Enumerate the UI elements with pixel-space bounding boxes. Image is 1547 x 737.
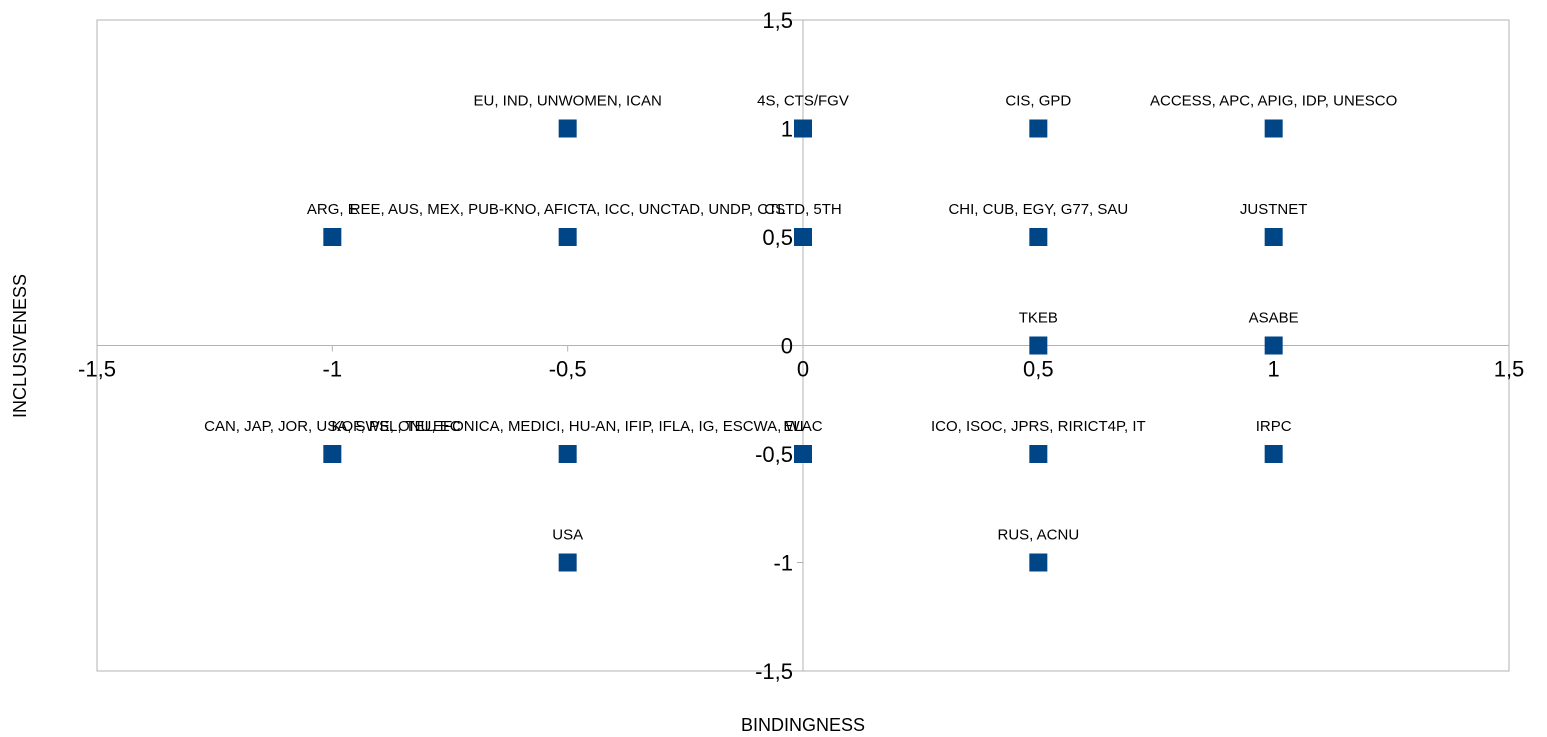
data-point-marker [1264,119,1283,138]
y-tick-label: -0,5 [755,442,793,467]
x-axis-title: BINDINGNESS [741,715,865,735]
data-point-marker [323,228,342,246]
data-point-label: USA [552,527,583,544]
data-point-label: ASABE [1249,310,1299,327]
data-point-marker [558,553,577,572]
data-point-label: JUSTNET [1240,201,1308,218]
data-point-label: ELAC [783,418,822,435]
tick-labels: -1,5 -1 -0,5 0 0,5 1 1,5 1,5 1 0,5 0 -0,5 -1 -1,5 [78,8,1524,684]
x-tick-label: 1 [1268,357,1280,382]
data-point-label: ARG, E [307,201,358,218]
data-point-label: KOF, PSL, TELEFONICA, MEDICI, HU-AN, IFI… [332,418,804,435]
data-points [323,119,1283,572]
data-point-label: CSTD, 5TH [764,201,842,218]
data-point-marker [794,119,812,138]
data-point-marker [323,445,342,463]
data-point-marker [1264,336,1283,355]
data-point-marker [558,445,577,463]
data-point-marker [558,119,577,138]
data-point-marker [1264,445,1283,463]
data-point-label: REE, AUS, MEX, PUB-KNO, AFICTA, ICC, UNC… [350,201,786,218]
data-point-marker [1029,553,1048,572]
data-point-label: 4S, CTS/FGV [757,93,849,110]
data-point-marker [1264,228,1283,246]
data-point-marker [794,228,812,246]
data-point-marker [1029,119,1048,138]
data-point-label: TKEB [1019,310,1058,327]
data-point-label: CAN, JAP, JOR, USA, SWE, ONU, EC [204,418,461,435]
data-point-label: EU, IND, UNWOMEN, ICAN [473,93,661,110]
x-tick-label: 1,5 [1494,357,1525,382]
x-tick-label: -1,5 [78,357,116,382]
axes [96,19,1510,672]
data-point-marker [1029,445,1048,463]
point-labels: EU, IND, UNWOMEN, ICAN 4S, CTS/FGV CIS, GP… [204,93,1397,544]
data-point-label: CIS, GPD [1005,93,1071,110]
data-point-marker [1029,336,1048,355]
data-point-marker [1029,228,1048,246]
data-point-label: CHI, CUB, EGY, G77, SAU [948,201,1128,218]
x-tick-label: 0,5 [1023,357,1054,382]
x-tick-label: -0,5 [549,357,587,382]
y-axis-title: INCLUSIVENESS [10,274,30,418]
y-tick-label: -1,5 [755,659,793,684]
y-tick-label: -1 [773,551,793,576]
data-point-label: ICO, ISOC, JPRS, RIRICT4P, IT [931,418,1146,435]
y-tick-label: 0,5 [762,225,793,250]
data-point-marker [794,445,812,463]
y-tick-label: 1,5 [762,8,793,33]
x-tick-label: 0 [797,357,809,382]
data-point-marker [558,228,577,246]
data-point-label: ACCESS, APC, APIG, IDP, UNESCO [1150,93,1397,110]
y-tick-label: 1 [781,117,793,142]
x-tick-label: -1 [323,357,343,382]
y-tick-label: 0 [781,334,793,359]
data-point-label: RUS, ACNU [997,527,1079,544]
data-point-label: IRPC [1256,418,1292,435]
